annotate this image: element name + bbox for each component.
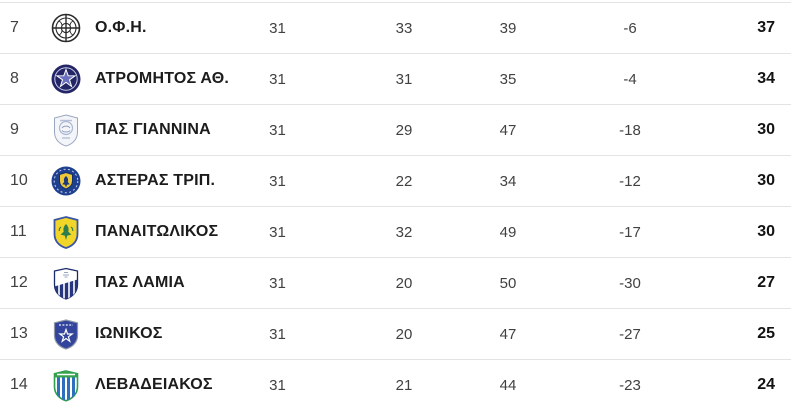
rank-cell: 12 [10, 274, 28, 291]
rank-cell: 8 [10, 70, 19, 87]
goals-for-cell: 21 [395, 376, 413, 394]
team-name: ΠΑΝΑΙΤΩΛΙΚΟΣ [95, 223, 219, 240]
points-cell: 30 [757, 172, 775, 189]
asteras-tripolis-crest-icon [40, 165, 92, 197]
team-name: ΛΕΒΑΔΕΙΑΚΟΣ [95, 376, 213, 393]
goals-against-cell: 47 [499, 325, 517, 343]
played-cell: 31 [269, 274, 286, 292]
goals-for-cell: 33 [395, 19, 413, 37]
goals-against-cell: 44 [499, 376, 517, 394]
rank-cell: 13 [10, 325, 28, 342]
table-row[interactable]: 13 ΙΩΝΙΚΟΣ 31 20 47 -27 25 [0, 308, 791, 359]
goals-for-cell: 20 [395, 325, 413, 343]
played-cell: 31 [269, 70, 286, 88]
table-row[interactable]: 14 ΛΕΒΑΔΕΙΑΚΟΣ 31 21 44 -23 24 [0, 359, 791, 410]
goal-diff-cell: -18 [619, 121, 641, 139]
goals-for-cell: 31 [395, 70, 413, 88]
pas-giannina-crest-icon [40, 113, 92, 147]
goals-for-cell: 29 [395, 121, 413, 139]
played-cell: 31 [269, 19, 286, 37]
played-cell: 31 [269, 223, 286, 241]
goal-diff-cell: -17 [619, 223, 641, 241]
goals-for-cell: 32 [395, 223, 413, 241]
team-name: Ο.Φ.Η. [95, 19, 147, 36]
team-name: ΑΣΤΕΡΑΣ ΤΡΙΠ. [95, 172, 216, 189]
points-cell: 34 [757, 70, 775, 87]
atromitos-crest-icon [40, 63, 92, 95]
goal-diff-cell: -23 [619, 376, 641, 394]
goals-against-cell: 35 [499, 70, 517, 88]
points-cell: 25 [757, 325, 775, 342]
table-row[interactable]: 8 ΑΤΡΟΜΗΤΟΣ ΑΘ. 31 31 35 -4 34 [0, 53, 791, 104]
rank-cell: 14 [10, 376, 28, 393]
team-name: ΠΑΣ ΛΑΜΙΑ [95, 274, 185, 291]
goal-diff-cell: -30 [619, 274, 641, 292]
goals-against-cell: 39 [499, 19, 517, 37]
goal-diff-cell: -4 [623, 70, 637, 88]
ionikos-crest-icon [40, 318, 92, 350]
rank-cell: 7 [10, 19, 19, 36]
goals-against-cell: 50 [499, 274, 517, 292]
points-cell: 24 [757, 376, 775, 393]
played-cell: 31 [269, 172, 286, 190]
table-row[interactable]: 7 Ο.Φ.Η. 31 33 39 -6 37 [0, 2, 791, 53]
team-name: ΠΑΣ ΓΙΑΝΝΙΝΑ [95, 121, 211, 138]
points-cell: 30 [757, 223, 775, 240]
rank-cell: 11 [10, 223, 27, 240]
rank-cell: 10 [10, 172, 28, 189]
goal-diff-cell: -12 [619, 172, 641, 190]
levadeiakos-crest-icon [40, 369, 92, 402]
table-row[interactable]: 11 ΠΑΝΑΙΤΩΛΙΚΟΣ 31 32 49 -17 30 [0, 206, 791, 257]
goals-against-cell: 47 [499, 121, 517, 139]
ofi-crest-icon [40, 11, 92, 45]
pas-lamia-crest-icon [40, 266, 92, 300]
played-cell: 31 [269, 325, 286, 343]
table-row[interactable]: 9 ΠΑΣ ΓΙΑΝΝΙΝΑ 31 29 47 -18 30 [0, 104, 791, 155]
points-cell: 27 [757, 274, 775, 291]
played-cell: 31 [269, 121, 286, 139]
goal-diff-cell: -27 [619, 325, 641, 343]
rank-cell: 9 [10, 121, 19, 138]
played-cell: 31 [269, 376, 286, 394]
points-cell: 37 [757, 19, 775, 36]
goals-for-cell: 22 [395, 172, 413, 190]
team-name: ΙΩΝΙΚΟΣ [95, 325, 163, 342]
goals-for-cell: 20 [395, 274, 413, 292]
table-row[interactable]: 12 ΠΑΣ ΛΑΜΙΑ 31 20 50 -30 27 [0, 257, 791, 308]
panaitolikos-crest-icon [40, 215, 92, 249]
goal-diff-cell: -6 [623, 19, 637, 37]
table-row[interactable]: 10 ΑΣΤΕΡΑΣ ΤΡΙΠ. 31 22 34 -12 30 [0, 155, 791, 206]
team-name: ΑΤΡΟΜΗΤΟΣ ΑΘ. [95, 70, 229, 87]
goals-against-cell: 49 [499, 223, 517, 241]
goals-against-cell: 34 [499, 172, 517, 190]
points-cell: 30 [757, 121, 775, 138]
